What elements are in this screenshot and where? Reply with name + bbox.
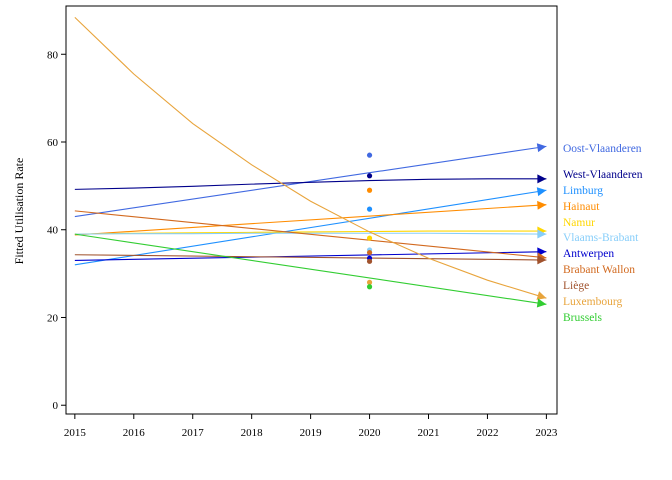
arrowhead-vlaams-brabant	[537, 229, 547, 239]
data-point-namur	[366, 235, 373, 241]
x-tick-label: 2015	[64, 427, 87, 439]
series-line-liege	[74, 254, 547, 261]
data-point-limburg	[366, 206, 373, 212]
series-line-oost-vlaanderen	[74, 145, 547, 218]
legend-label-west-vlaanderen: West-Vlaanderen	[563, 169, 643, 181]
x-tick-label: 2022	[476, 427, 498, 439]
legend-label-brussels: Brussels	[563, 312, 603, 324]
data-point-liege	[366, 258, 373, 264]
legend-label-limburg: Limburg	[563, 185, 603, 197]
data-point-hainaut	[366, 187, 373, 193]
arrowhead-hainaut	[537, 200, 547, 210]
arrowhead-oost-vlaanderen	[536, 143, 547, 153]
y-tick-label: 0	[53, 400, 59, 412]
legend-label-vlaams-brabant: Vlaams-Brabant	[563, 232, 639, 244]
legend-label-brabant-wallon: Brabant Wallon	[563, 264, 635, 276]
x-tick-label: 2023	[535, 427, 558, 439]
series-line-namur	[74, 230, 547, 235]
y-tick-label: 80	[47, 49, 59, 61]
series-line-luxembourg	[74, 17, 547, 299]
data-point-oost-vlaanderen	[366, 152, 373, 158]
y-tick-label: 60	[47, 137, 59, 149]
series-line-brussels	[74, 233, 547, 305]
legend-label-antwerpen: Antwerpen	[563, 248, 614, 260]
y-tick-label: 20	[47, 312, 59, 324]
series-line-antwerpen	[74, 251, 547, 262]
arrowhead-liege	[537, 255, 547, 265]
x-tick-label: 2019	[300, 427, 323, 439]
legend-label-liege: Liège	[563, 280, 589, 292]
legend-label-hainaut: Hainaut	[563, 201, 600, 213]
data-point-brabant-wallon	[366, 249, 373, 256]
x-tick-label: 2016	[123, 427, 146, 439]
data-point-brussels	[366, 284, 373, 290]
x-tick-label: 2017	[182, 427, 205, 439]
x-tick-label: 2021	[418, 427, 440, 439]
series-line-west-vlaanderen	[74, 178, 547, 190]
series-line-vlaams-brabant	[74, 232, 547, 235]
data-point-luxembourg	[366, 279, 373, 285]
y-axis-title: Fitted Utilisation Rate	[12, 158, 26, 265]
arrowhead-brussels	[536, 298, 547, 308]
arrowhead-luxembourg	[536, 291, 547, 300]
data-point-west-vlaanderen	[366, 173, 373, 179]
series-line-brabant-wallon	[74, 210, 547, 259]
series-line-limburg	[74, 189, 547, 266]
legend-label-luxembourg: Luxembourg	[563, 296, 622, 308]
plot-frame	[65, 5, 558, 415]
y-tick-label: 40	[47, 225, 59, 237]
x-tick-label: 2020	[359, 427, 382, 439]
arrowhead-west-vlaanderen	[537, 174, 547, 184]
arrowhead-limburg	[536, 187, 547, 197]
x-tick-label: 2018	[241, 427, 264, 439]
series-line-hainaut	[74, 204, 547, 236]
legend-label-oost-vlaanderen: Oost-Vlaanderen	[563, 143, 642, 155]
legend-label-namur: Namur	[563, 217, 595, 229]
